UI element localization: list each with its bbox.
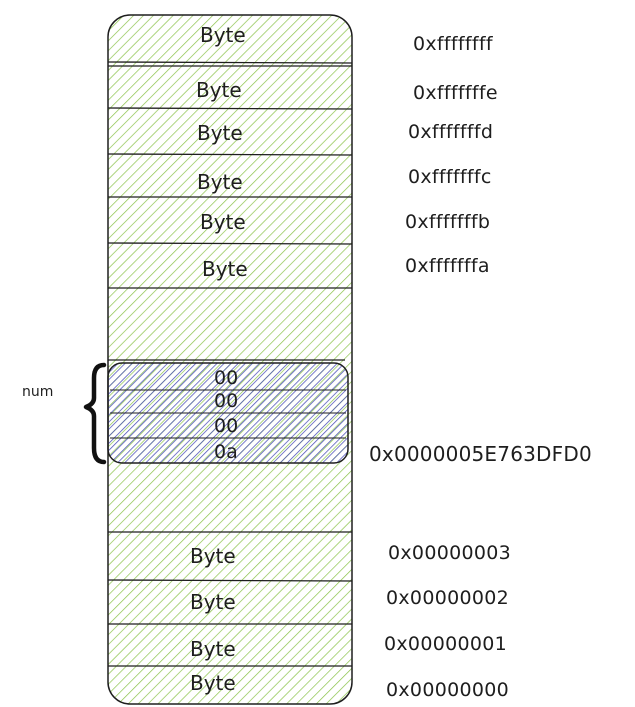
byte-label: Byte [200,210,246,234]
bottom-addresses: 0x00000003 0x00000002 0x00000001 0x00000… [384,542,511,701]
address-label: 0x00000001 [384,633,507,655]
address-label: 0xfffffffc [408,166,492,188]
cell-divider [107,153,353,156]
variable-name: num [22,384,53,400]
brace-icon [83,362,107,465]
address-label: 0x00000003 [388,542,511,564]
address-label: 0xffffffff [413,33,494,55]
byte-label: Byte [196,78,242,102]
cell-divider [107,579,353,582]
cell-divider [107,242,353,245]
byte-label: Byte [190,590,236,614]
address-label: 0x00000000 [386,679,509,701]
cell-divider [107,61,353,64]
variable-byte: 0a [214,441,238,463]
address-label: 0xfffffffa [405,255,490,277]
bottom-cells: Byte Byte Byte Byte [107,531,353,695]
top-addresses: 0xffffffff 0xfffffffe 0xfffffffd 0xfffff… [405,33,498,277]
byte-label: Byte [200,23,246,47]
byte-label: Byte [190,671,236,695]
byte-label: Byte [197,121,243,145]
byte-label: Byte [190,637,236,661]
variable-block: 00 00 00 0a num 0x0000005E763DFD0 [22,359,592,466]
address-label: 0x00000002 [386,587,509,609]
byte-label: Byte [190,544,236,568]
byte-label: Byte [197,170,243,194]
variable-byte: 00 [214,390,238,412]
address-label: 0xfffffffe [413,82,498,104]
variable-byte: 00 [214,415,238,437]
address-label: 0xfffffffb [405,211,490,233]
address-label: 0xfffffffd [408,121,493,143]
variable-address: 0x0000005E763DFD0 [369,442,592,466]
cell-divider [107,107,353,110]
top-cells: Byte Byte Byte Byte Byte Byte [107,23,353,289]
variable-byte: 00 [214,367,238,389]
byte-label: Byte [202,257,248,281]
